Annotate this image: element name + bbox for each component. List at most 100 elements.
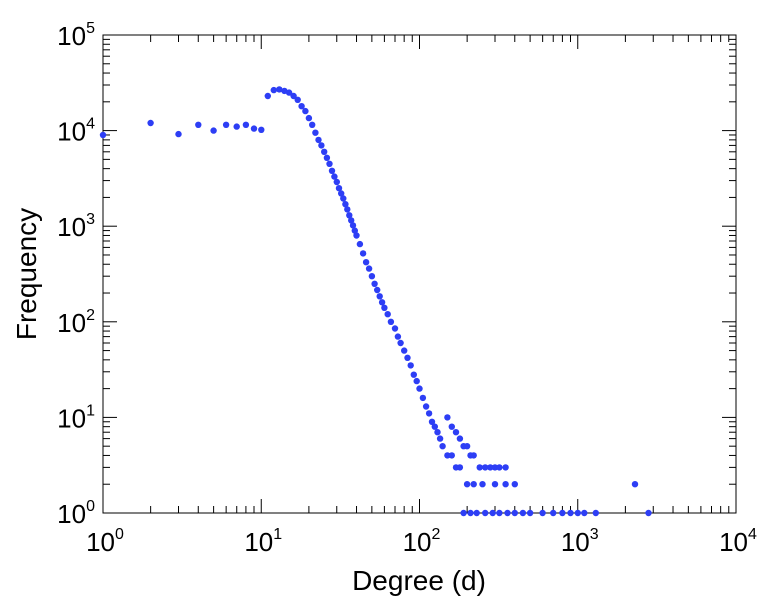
data-point	[321, 148, 328, 155]
data-point	[276, 86, 283, 93]
x-tick-label: 101	[244, 526, 282, 557]
data-point	[431, 423, 438, 430]
data-point	[326, 160, 333, 167]
data-point	[511, 481, 518, 488]
data-point	[338, 190, 345, 197]
data-point	[376, 293, 383, 300]
data-point	[356, 240, 364, 248]
data-point	[473, 509, 480, 517]
data-point	[444, 414, 451, 421]
data-point	[323, 154, 331, 161]
data-point	[362, 259, 370, 266]
data-point	[592, 509, 599, 517]
data-point	[210, 127, 217, 134]
tick-marks	[102, 35, 736, 514]
data-point	[298, 103, 305, 110]
data-point	[482, 509, 489, 517]
data-point	[340, 195, 347, 202]
data-point	[519, 509, 527, 517]
data-point	[502, 464, 509, 471]
data-point	[436, 435, 444, 442]
y-tick-label: 100	[57, 498, 95, 529]
data-point	[391, 325, 399, 332]
data-point	[368, 273, 376, 280]
data-point	[312, 129, 319, 136]
data-point	[496, 464, 503, 471]
data-point	[479, 481, 486, 488]
x-axis-title: Degree (d)	[352, 565, 486, 596]
data-point	[384, 311, 391, 318]
data-point	[195, 121, 202, 128]
data-point	[491, 481, 499, 488]
data-point	[460, 509, 467, 517]
data-point	[351, 227, 358, 234]
data-point	[333, 178, 340, 186]
data-point	[410, 371, 417, 378]
data-point	[258, 126, 265, 133]
data-point	[404, 354, 411, 361]
data-point	[348, 217, 355, 224]
data-point	[476, 464, 483, 471]
data-point	[559, 509, 566, 517]
data-point	[574, 509, 581, 517]
y-tick-labels: 100 101 102 103 104 105	[57, 20, 95, 529]
x-tick-label: 104	[719, 526, 757, 557]
data-point	[270, 86, 277, 94]
data-point	[567, 509, 574, 517]
data-point	[374, 286, 381, 294]
data-point	[264, 92, 271, 100]
data-point	[487, 464, 494, 471]
data-point	[365, 265, 373, 272]
data-point	[242, 121, 250, 128]
data-point	[318, 142, 325, 149]
data-point	[328, 167, 336, 174]
data-point	[342, 201, 349, 208]
data-point	[359, 250, 367, 257]
x-tick-label: 102	[403, 526, 441, 557]
data-point	[250, 125, 258, 132]
data-point	[331, 173, 338, 180]
data-point	[448, 423, 455, 430]
data-point	[413, 377, 420, 385]
data-point	[428, 418, 436, 425]
data-point	[349, 222, 357, 229]
data-point	[401, 347, 408, 354]
data-point	[290, 92, 297, 100]
y-tick-label: 101	[57, 402, 95, 433]
data-point	[526, 509, 534, 517]
data-point	[482, 464, 489, 471]
y-axis-title: Frequency	[11, 208, 42, 340]
data-point	[147, 119, 154, 127]
data-point	[315, 136, 322, 144]
data-point	[285, 89, 293, 96]
data-point	[504, 509, 511, 517]
data-point	[645, 509, 652, 517]
data-point	[309, 121, 316, 128]
data-point	[467, 509, 474, 517]
data-points	[99, 86, 652, 517]
data-point	[470, 481, 477, 488]
data-point	[294, 96, 301, 104]
plot-frame	[102, 34, 737, 514]
x-tick-label: 103	[561, 526, 599, 557]
data-point	[346, 212, 353, 219]
data-point	[539, 509, 546, 517]
data-point	[335, 185, 343, 192]
data-point	[425, 410, 433, 417]
data-point	[463, 481, 471, 488]
data-point	[434, 429, 441, 436]
y-tick-label: 103	[57, 211, 95, 242]
data-point	[387, 318, 395, 325]
data-point	[99, 131, 107, 139]
y-tick-label: 105	[57, 20, 95, 51]
data-point	[407, 362, 414, 369]
x-tick-labels: 100 101 102 103 104	[86, 526, 757, 557]
data-point	[448, 452, 455, 459]
data-point	[344, 206, 351, 213]
data-point	[416, 385, 423, 392]
data-point	[444, 452, 451, 459]
data-point	[496, 509, 503, 517]
data-point	[511, 509, 518, 517]
data-point	[371, 280, 378, 287]
data-point	[302, 107, 309, 115]
